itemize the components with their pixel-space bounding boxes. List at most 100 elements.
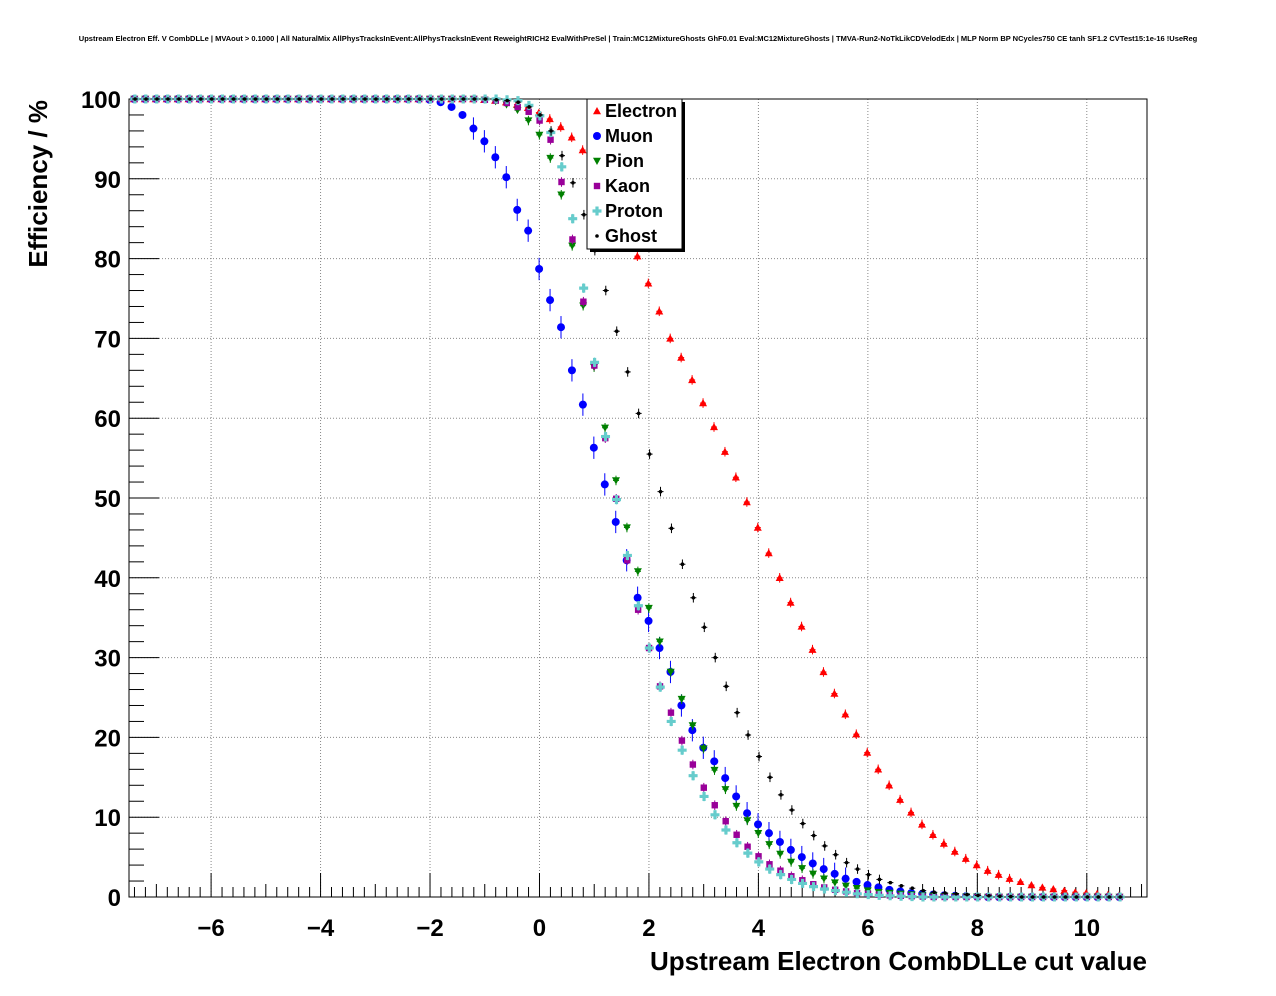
data-point-pion [633, 568, 642, 576]
data-point-electron [797, 622, 806, 630]
data-point-electron [885, 781, 894, 789]
data-point-ghost [396, 97, 400, 101]
data-point-muon [732, 792, 741, 801]
data-point-muon [655, 644, 664, 653]
data-point-muon [819, 865, 828, 874]
data-point-proton [798, 878, 808, 888]
data-point-electron [972, 861, 981, 869]
data-point-proton [568, 214, 578, 224]
data-point-muon [775, 837, 784, 846]
data-point-pion [568, 242, 577, 250]
data-point-proton [601, 432, 611, 442]
data-point-proton [896, 891, 906, 901]
data-point-ghost [549, 129, 553, 133]
data-point-muon [852, 877, 861, 886]
data-point-muon [764, 829, 773, 838]
data-point-muon [721, 774, 730, 783]
data-point-ghost [1008, 894, 1013, 899]
data-point-pion [721, 786, 730, 794]
legend-item-ghost: Ghost [595, 226, 657, 246]
data-point-ghost [286, 97, 291, 101]
y-tick-label: 20 [94, 725, 121, 752]
data-point-electron [633, 252, 642, 260]
data-point-pion [852, 885, 861, 893]
data-point-ghost [571, 180, 575, 185]
legend-item-muon: Muon [593, 126, 653, 146]
data-point-ghost [560, 153, 564, 158]
data-point-ghost [428, 97, 433, 101]
data-point-muon [743, 809, 752, 818]
data-point-pion [710, 766, 719, 775]
data-point-muon [797, 853, 806, 862]
data-point-muon [633, 593, 642, 602]
data-point-proton [776, 870, 786, 880]
data-point-electron [1060, 886, 1069, 894]
data-point-kaon [733, 831, 740, 838]
data-point-kaon [722, 817, 729, 825]
x-tick-label: 4 [752, 915, 766, 942]
data-point-proton [666, 716, 676, 726]
data-point-pion [754, 829, 763, 838]
data-point-ghost [516, 100, 521, 104]
data-point-ghost [198, 97, 203, 101]
data-point-muon [447, 102, 456, 111]
y-tick-label: 90 [94, 167, 121, 194]
data-point-proton [809, 882, 819, 892]
data-point-muon [600, 480, 609, 489]
data-point-electron [1049, 885, 1058, 893]
data-point-ghost [1030, 895, 1035, 899]
data-point-proton [765, 864, 775, 874]
legend: Electron Muon Pion Kaon Proton Ghost [586, 98, 685, 252]
legend-marker-proton [592, 206, 602, 216]
data-point-ghost [943, 891, 947, 895]
data-point-ghost [713, 655, 718, 660]
data-point-kaon [514, 103, 521, 111]
data-point-ghost [669, 526, 674, 531]
data-point-muon [502, 173, 511, 182]
data-point-proton [852, 889, 862, 899]
data-point-pion [732, 802, 741, 811]
data-point-ghost [275, 97, 280, 101]
data-point-kaon [547, 136, 554, 143]
data-point-proton [633, 601, 643, 611]
x-tick-label: 0 [533, 915, 546, 942]
data-point-ghost [636, 411, 641, 416]
data-point-ghost [1041, 895, 1046, 899]
data-point-proton [918, 892, 928, 902]
data-point-proton [590, 357, 600, 367]
data-point-muon [786, 845, 795, 854]
data-point-pion [611, 477, 620, 485]
data-point-ghost [680, 562, 685, 567]
data-point-proton [732, 838, 742, 848]
data-point-electron [994, 870, 1003, 878]
data-point-proton [907, 892, 917, 902]
data-point-proton [951, 892, 961, 902]
data-point-electron [567, 133, 576, 141]
data-point-proton [557, 162, 567, 172]
data-point-electron [666, 334, 675, 342]
data-point-pion [699, 745, 708, 753]
data-point-ghost [417, 97, 422, 101]
data-point-electron [852, 730, 861, 738]
data-point-ghost [811, 833, 816, 838]
data-point-proton [677, 745, 687, 755]
data-point-ghost [1019, 895, 1024, 899]
data-point-ghost [844, 860, 849, 865]
data-point-electron [808, 645, 817, 653]
data-point-ghost [582, 212, 586, 217]
data-point-proton [929, 892, 939, 902]
y-tick-label: 0 [108, 885, 121, 912]
data-point-ghost [801, 821, 805, 826]
data-point-electron [863, 748, 872, 756]
data-point-electron [917, 820, 926, 828]
data-point-ghost [932, 890, 936, 895]
data-point-ghost [625, 370, 630, 374]
data-point-electron [731, 473, 740, 481]
data-point-muon [546, 296, 555, 305]
data-point-ghost [833, 852, 838, 857]
data-point-kaon [678, 737, 686, 744]
data-point-electron [1027, 881, 1036, 889]
data-point-muon [589, 443, 598, 452]
data-point-muon [524, 226, 533, 235]
